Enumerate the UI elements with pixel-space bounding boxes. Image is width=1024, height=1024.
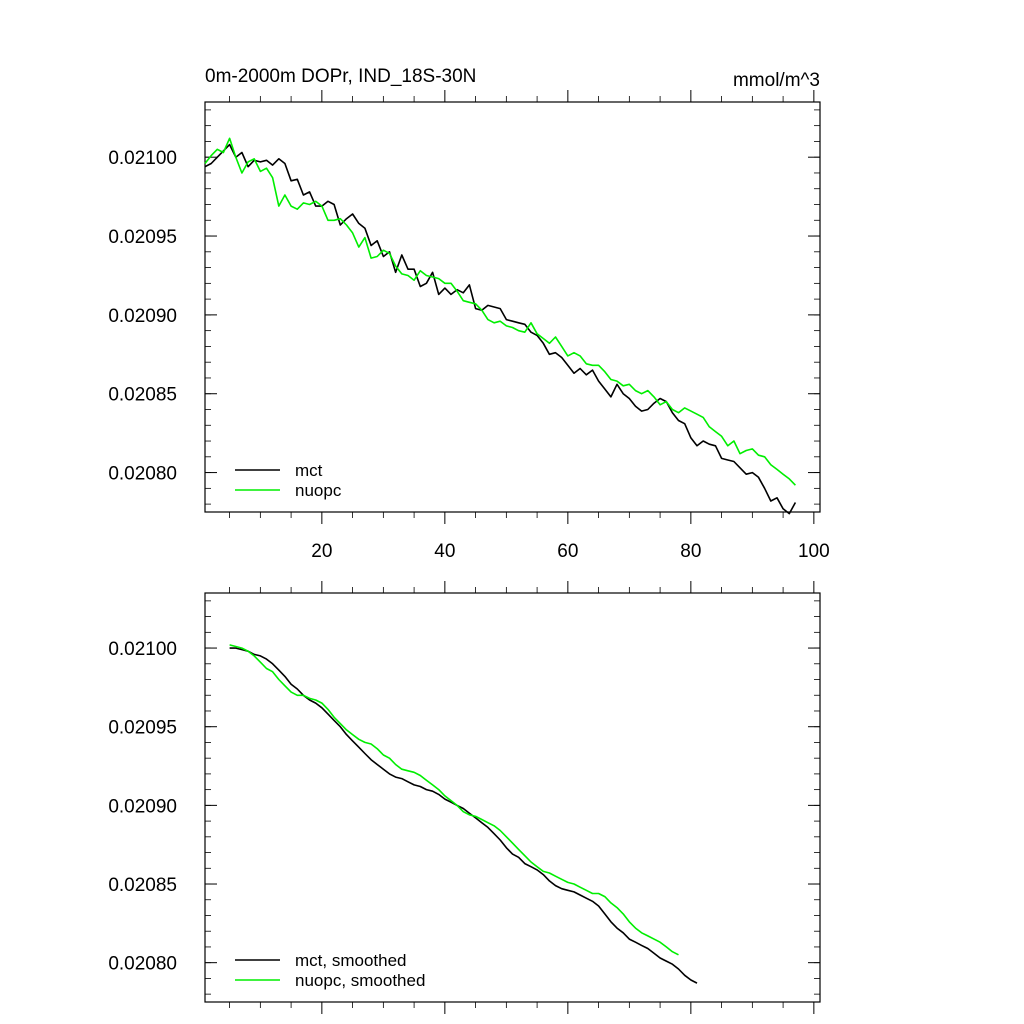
y-tick-label: 0.02090 (108, 796, 177, 817)
series-line-mct (204, 143, 797, 515)
y-tick-label: 0.02085 (108, 875, 177, 896)
y-tick-label: 0.02080 (108, 954, 177, 975)
legend-label: nuopc, smoothed (295, 971, 425, 990)
x-tick-label: 100 (798, 541, 830, 562)
x-tick-label: 60 (557, 541, 578, 562)
chart-title: 0m-2000m DOPr, IND_18S-30N (205, 66, 476, 87)
plot-frame (204, 101, 821, 513)
chart-units: mmol/m^3 (733, 70, 820, 91)
series-line-nuopc-smoothed (229, 644, 679, 956)
x-tick-label: 20 (311, 541, 332, 562)
series-line-nuopc (204, 137, 796, 486)
y-tick-label: 0.02095 (108, 718, 177, 739)
x-tick-label: 80 (680, 541, 701, 562)
y-tick-label: 0.02100 (108, 148, 177, 169)
x-tick-label: 40 (434, 541, 455, 562)
bottom-panel: 0.02080 0.02085 0.02090 0.02095 0.02100 mct, … (108, 581, 821, 1014)
y-tick-label: 0.02095 (108, 227, 177, 248)
y-tick-label: 0.02090 (108, 306, 177, 327)
y-tick-label: 0.02085 (108, 385, 177, 406)
series-line-mct-smoothed (229, 647, 698, 984)
legend-label: nuopc (295, 481, 342, 500)
y-tick-label: 0.02080 (108, 464, 177, 485)
legend-label: mct (295, 461, 323, 480)
plot-frame (204, 592, 821, 1003)
top-panel: 0.02080 0.02085 0.02090 0.02095 0.02100 20 40 6… (108, 90, 830, 562)
y-tick-label: 0.02100 (108, 639, 177, 660)
legend-label: mct, smoothed (295, 951, 407, 970)
